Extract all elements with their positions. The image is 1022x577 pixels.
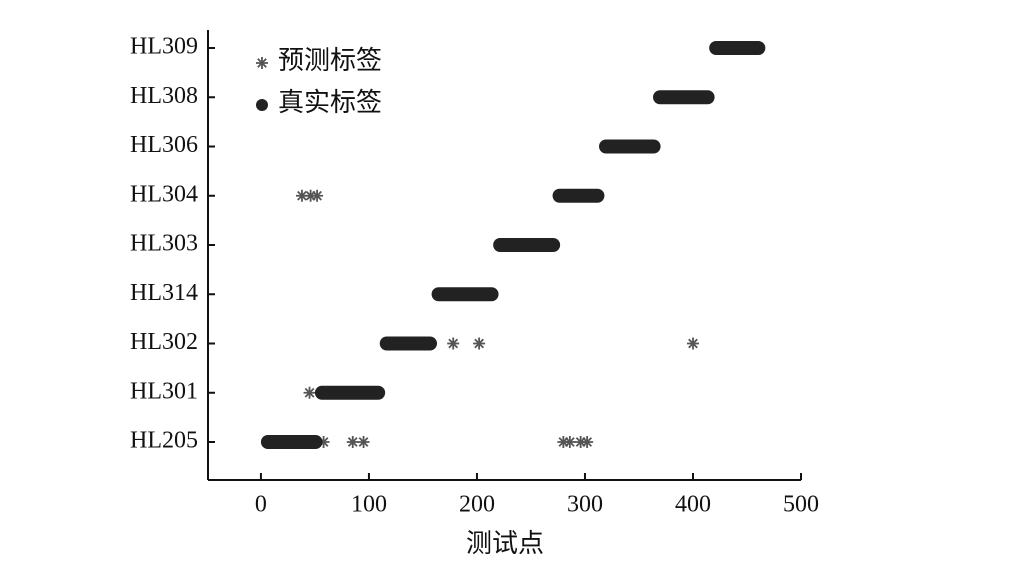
- legend-label: 真实标签: [278, 88, 382, 117]
- x-axis-label: 测试点: [466, 529, 544, 558]
- asterisk-stroke: [581, 436, 594, 448]
- asterisk-stroke: [346, 436, 359, 448]
- asterisk-stroke: [303, 386, 316, 399]
- true-label-bar: [599, 139, 661, 154]
- y-tick-label: HL302: [130, 329, 198, 355]
- asterisk-stroke: [357, 436, 370, 448]
- asterisk-point: [447, 337, 460, 350]
- x-tick-label: 500: [783, 492, 819, 518]
- legend-marker: [256, 99, 268, 111]
- asterisk-point: [295, 189, 308, 202]
- x-tick-label: 400: [675, 492, 711, 518]
- asterisk-stroke: [304, 189, 317, 202]
- asterisk-point: [311, 189, 324, 202]
- asterisk-stroke: [295, 189, 308, 202]
- legend-label: 预测标签: [278, 46, 382, 75]
- y-tick-label: HL205: [130, 428, 198, 454]
- true-label-bar: [314, 385, 386, 400]
- legend-marker: [256, 57, 268, 69]
- asterisk-point: [574, 436, 587, 448]
- asterisk-point: [304, 189, 317, 202]
- y-tick-label: HL306: [130, 132, 198, 158]
- asterisk-stroke: [557, 436, 570, 448]
- asterisk-point: [581, 436, 594, 448]
- true-label-bar: [379, 336, 437, 351]
- true-label-bar: [260, 435, 323, 449]
- asterisk-point: [303, 386, 316, 399]
- true-label-bar: [653, 90, 715, 105]
- asterisk-stroke: [256, 57, 268, 69]
- y-tick-label: HL308: [130, 83, 198, 109]
- asterisk-stroke: [686, 337, 699, 350]
- true-label-bar: [431, 287, 499, 302]
- y-tick-label: HL301: [130, 378, 198, 404]
- asterisk-point: [317, 436, 330, 448]
- asterisk-point: [686, 337, 699, 350]
- x-tick-label: 100: [351, 492, 387, 518]
- x-tick-label: 200: [459, 492, 495, 518]
- asterisk-stroke: [563, 436, 576, 448]
- asterisk-point: [346, 436, 359, 448]
- asterisk-stroke: [317, 436, 330, 448]
- x-tick-label: 0: [255, 492, 267, 518]
- x-tick-label: 300: [567, 492, 603, 518]
- asterisk-point: [357, 436, 370, 448]
- asterisk-stroke: [311, 189, 324, 202]
- asterisk-point: [563, 436, 576, 448]
- asterisk-point: [557, 436, 570, 448]
- y-tick-label: HL309: [130, 34, 198, 60]
- true-label-bar: [709, 41, 766, 55]
- y-tick-label: HL314: [130, 280, 198, 306]
- y-tick-label: HL304: [130, 181, 198, 207]
- y-tick-label: HL303: [130, 231, 198, 257]
- true-label-bar: [552, 188, 605, 203]
- asterisk-point: [473, 337, 486, 350]
- asterisk-stroke: [574, 436, 587, 448]
- asterisk-stroke: [447, 337, 460, 350]
- true-label-bar: [493, 238, 561, 252]
- asterisk-stroke: [473, 337, 486, 350]
